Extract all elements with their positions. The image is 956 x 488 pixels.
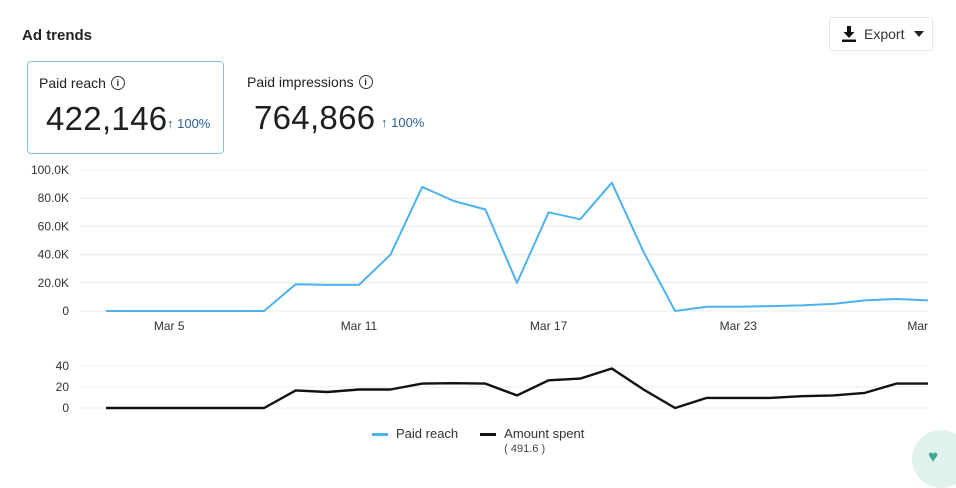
- metric-value: 422,146: [46, 100, 168, 137]
- metric-card-paid-reach[interactable]: Paid reach i 422,146 ↑ 100%: [27, 61, 224, 154]
- metric-value: 764,866: [254, 99, 376, 136]
- heart-icon: ♥: [928, 447, 939, 466]
- chat-launcher-button[interactable]: [912, 430, 956, 488]
- legend-item-paid-reach[interactable]: Paid reach: [372, 426, 458, 455]
- x-tick-label: Mar 17: [530, 319, 568, 333]
- y-tick-label: 0: [62, 304, 69, 318]
- metric-delta: ↑ 100%: [381, 115, 425, 130]
- download-icon: [842, 26, 856, 42]
- export-label: Export: [864, 26, 905, 42]
- x-tick-label: Mar 11: [341, 319, 378, 333]
- chart-legend: Paid reach Amount spent ( 491.6 ): [372, 426, 606, 455]
- legend-swatch: [480, 433, 497, 436]
- info-icon[interactable]: i: [358, 75, 373, 89]
- y-tick-label: 40: [56, 359, 70, 373]
- series-line: [106, 181, 929, 312]
- legend-label: Amount spent: [504, 426, 585, 441]
- x-tick-label: Mar 5: [154, 319, 185, 333]
- y-tick-label: 80.0K: [38, 191, 69, 205]
- legend-label: Paid reach: [396, 426, 459, 441]
- info-icon[interactable]: i: [110, 76, 125, 90]
- y-tick-label: 20.0K: [38, 276, 69, 290]
- x-tick-label: Mar 23: [720, 319, 758, 333]
- metric-card-paid-impressions[interactable]: Paid impressions i 764,866 ↑ 100%: [236, 61, 446, 154]
- y-tick-label: 20: [56, 380, 70, 394]
- x-tick-label: Mar: [907, 319, 928, 333]
- metric-delta: ↑ 100%: [167, 116, 211, 131]
- legend-item-amount-spent[interactable]: Amount spent ( 491.6 ): [480, 426, 584, 455]
- export-button[interactable]: Export: [829, 17, 933, 51]
- y-tick-label: 0: [62, 401, 69, 415]
- metric-label: Paid reach: [39, 75, 106, 91]
- chevron-down-icon: [914, 31, 925, 37]
- legend-swatch: [372, 433, 388, 436]
- page-title: Ad trends: [22, 27, 93, 44]
- y-tick-label: 60.0K: [38, 219, 69, 233]
- legend-sublabel: ( 491.6 ): [504, 443, 546, 455]
- y-tick-label: 40.0K: [38, 248, 69, 262]
- metric-label: Paid impressions: [247, 74, 354, 90]
- y-tick-label: 100.0K: [31, 163, 69, 177]
- series-line: [106, 367, 928, 410]
